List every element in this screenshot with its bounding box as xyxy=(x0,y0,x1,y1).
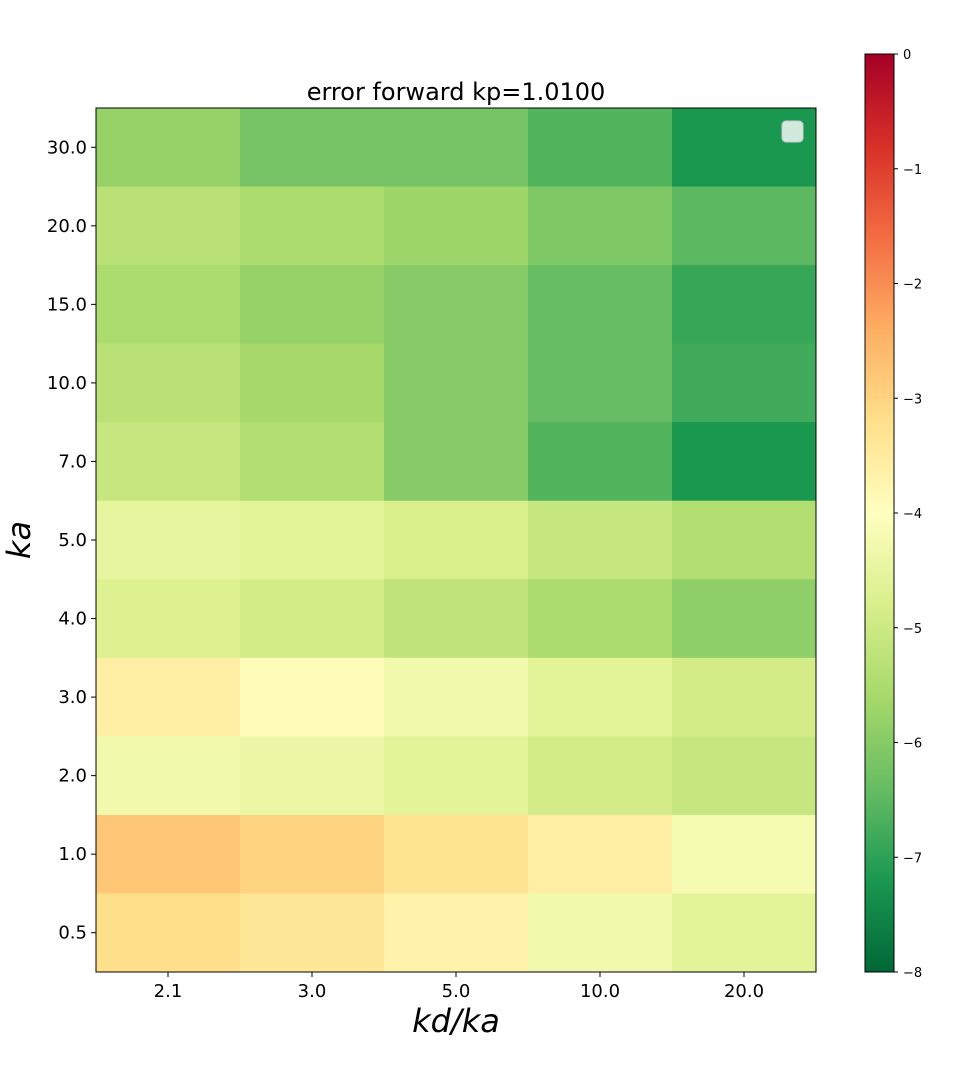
x-tick-label: 5.0 xyxy=(442,981,471,1002)
heatmap-cell-r4-c0 xyxy=(96,422,241,502)
colorbar-tick-label: −6 xyxy=(903,737,922,752)
heatmap-cell-r10-c4 xyxy=(672,893,817,973)
heatmap-cell-r3-c2 xyxy=(384,343,529,423)
y-tick-label: 4.0 xyxy=(58,609,87,630)
x-axis-ticks: 2.1 3.0 5.0 10.0 20.0 xyxy=(154,972,764,1002)
heatmap-cell-r3-c3 xyxy=(528,343,673,423)
heatmap-cell-r4-c3 xyxy=(528,422,673,502)
heatmap-cell-r0-c4 xyxy=(672,108,817,188)
heatmap-cell-r10-c1 xyxy=(240,893,385,973)
heatmap-cell-r2-c3 xyxy=(528,265,673,345)
heatmap-cell-r6-c1 xyxy=(240,579,385,659)
heatmap-cell-r8-c2 xyxy=(384,736,529,816)
empty-legend-box xyxy=(781,120,804,143)
heatmap-cell-r2-c4 xyxy=(672,265,817,345)
heatmap-cell-r5-c4 xyxy=(672,500,817,580)
heatmap-cell-r5-c3 xyxy=(528,500,673,580)
heatmap-cell-r1-c2 xyxy=(384,186,529,266)
colorbar-tick-label: −1 xyxy=(903,163,922,178)
heatmap-cell-r6-c0 xyxy=(96,579,241,659)
x-tick-label: 20.0 xyxy=(724,981,764,1002)
heatmap-cell-r4-c2 xyxy=(384,422,529,502)
heatmap-cell-r6-c3 xyxy=(528,579,673,659)
y-tick-label: 5.0 xyxy=(58,530,87,551)
heatmap-cell-r10-c2 xyxy=(384,893,529,973)
x-tick-label: 2.1 xyxy=(154,981,183,1002)
y-tick-label: 10.0 xyxy=(47,373,87,394)
colorbar-tick-label: −3 xyxy=(903,392,922,407)
colorbar xyxy=(864,53,895,973)
y-tick-label: 15.0 xyxy=(47,294,87,315)
heatmap-cell-r3-c4 xyxy=(672,343,817,423)
heatmap-cell-r0-c2 xyxy=(384,108,529,188)
heatmap-cell-r9-c4 xyxy=(672,814,817,894)
heatmap-cell-r6-c4 xyxy=(672,579,817,659)
chart-title: error forward kp=1.0100 xyxy=(307,78,606,106)
colorbar-ticks: 0 −1 −2 −3 −4 −5 −6 −7 −8 xyxy=(894,48,922,981)
heatmap-cell-r9-c2 xyxy=(384,814,529,894)
heatmap-cell-r8-c1 xyxy=(240,736,385,816)
y-tick-label: 20.0 xyxy=(47,216,87,237)
heatmap-cell-r6-c2 xyxy=(384,579,529,659)
y-tick-label: 3.0 xyxy=(58,687,87,708)
heatmap-cell-r1-c3 xyxy=(528,186,673,266)
x-tick-label: 10.0 xyxy=(580,981,620,1002)
heatmap-cell-r4-c1 xyxy=(240,422,385,502)
heatmap-cell-r10-c3 xyxy=(528,893,673,973)
heatmap-cell-r10-c0 xyxy=(96,893,241,973)
heatmap-cell-r4-c4 xyxy=(672,422,817,502)
colorbar-tick-label: −8 xyxy=(903,966,922,981)
heatmap-cell-r2-c0 xyxy=(96,265,241,345)
heatmap-cell-r8-c3 xyxy=(528,736,673,816)
colorbar-tick-label: 0 xyxy=(903,48,911,63)
y-tick-label: 1.0 xyxy=(58,844,87,865)
heatmap-cell-r0-c3 xyxy=(528,108,673,188)
heatmap-cell-r9-c3 xyxy=(528,814,673,894)
heatmap-cells xyxy=(96,108,817,973)
heatmap-cell-r8-c0 xyxy=(96,736,241,816)
colorbar-tick-label: −5 xyxy=(903,622,922,637)
heatmap-cell-r0-c0 xyxy=(96,108,241,188)
x-tick-label: 3.0 xyxy=(298,981,327,1002)
heatmap-cell-r9-c0 xyxy=(96,814,241,894)
heatmap-cell-r2-c2 xyxy=(384,265,529,345)
y-axis-ticks: 30.0 20.0 15.0 10.0 7.0 5.0 4.0 3.0 2.0 1.0 0.5 xyxy=(47,137,96,944)
heatmap-cell-r1-c4 xyxy=(672,186,817,266)
colorbar-tick-label: −2 xyxy=(903,278,922,293)
heatmap-cell-r1-c1 xyxy=(240,186,385,266)
heatmap-cell-r0-c1 xyxy=(240,108,385,188)
y-tick-label: 30.0 xyxy=(47,137,87,158)
y-tick-label: 0.5 xyxy=(58,923,87,944)
x-axis-label: kd/ka xyxy=(412,1002,500,1040)
heatmap-cell-r3-c0 xyxy=(96,343,241,423)
heatmap-cell-r5-c0 xyxy=(96,500,241,580)
colorbar-tick-label: −7 xyxy=(903,851,922,866)
heatmap-cell-r8-c4 xyxy=(672,736,817,816)
heatmap-cell-r2-c1 xyxy=(240,265,385,345)
heatmap-cell-r3-c1 xyxy=(240,343,385,423)
heatmap-cell-r7-c4 xyxy=(672,657,817,737)
y-tick-label: 7.0 xyxy=(58,451,87,472)
heatmap-cell-r9-c1 xyxy=(240,814,385,894)
heatmap-cell-r1-c0 xyxy=(96,186,241,266)
colorbar-tick-label: −4 xyxy=(903,507,922,522)
y-tick-label: 2.0 xyxy=(58,766,87,787)
heatmap-cell-r7-c2 xyxy=(384,657,529,737)
heatmap-cell-r7-c0 xyxy=(96,657,241,737)
heatmap-cell-r5-c2 xyxy=(384,500,529,580)
heatmap-cell-r5-c1 xyxy=(240,500,385,580)
y-axis-label: ka xyxy=(0,521,38,559)
heatmap-cell-r7-c1 xyxy=(240,657,385,737)
heatmap-cell-r7-c3 xyxy=(528,657,673,737)
